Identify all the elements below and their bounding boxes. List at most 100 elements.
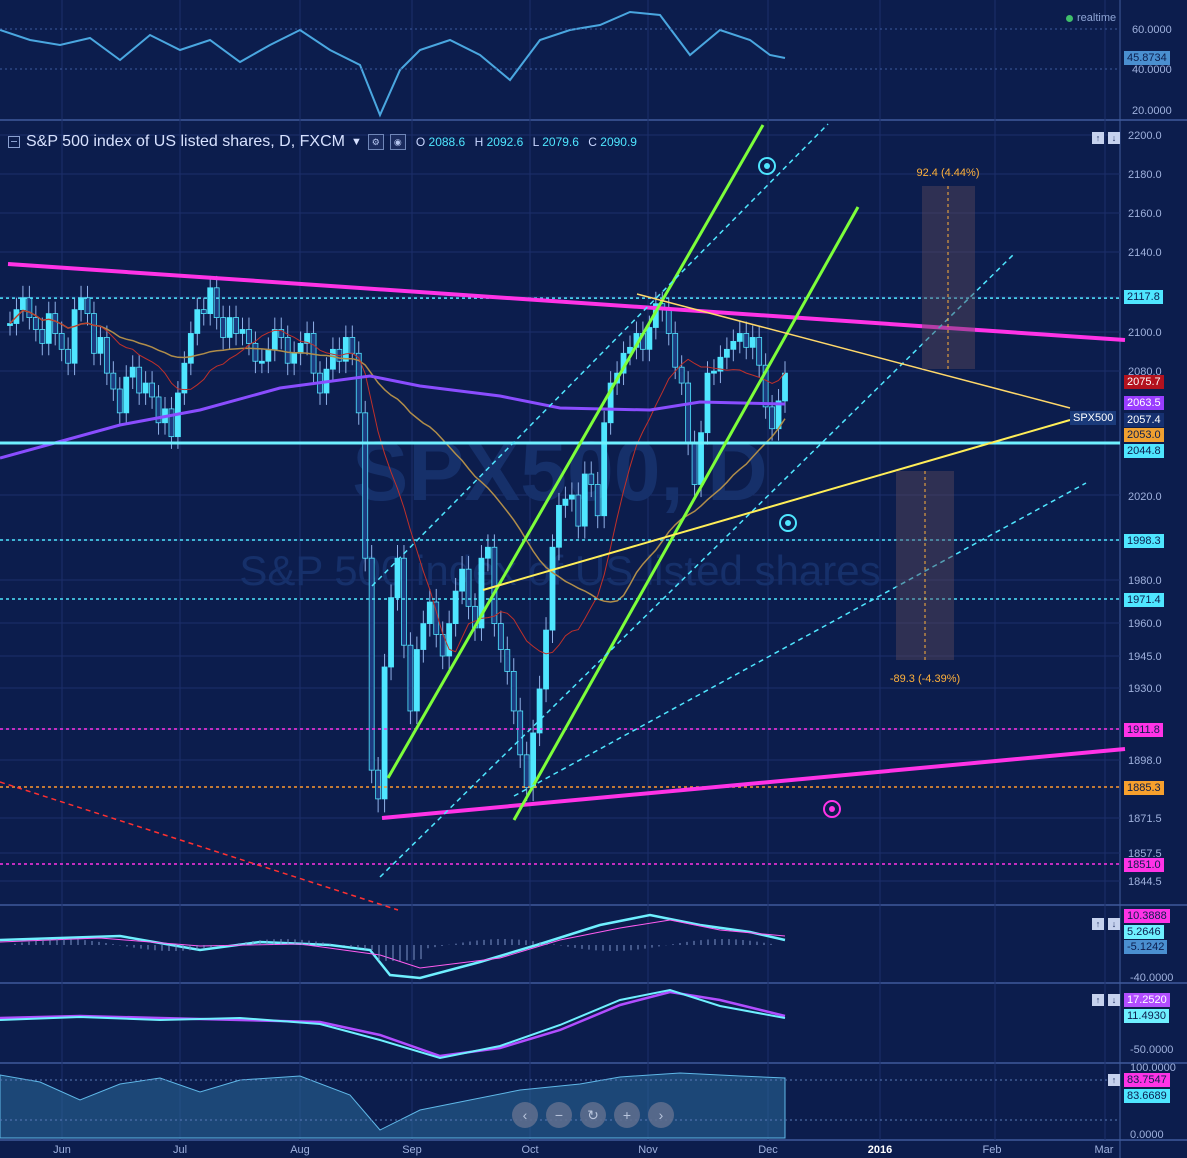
candle-body <box>465 568 472 607</box>
candle-body <box>543 629 549 690</box>
osc-fast-line <box>0 988 786 1060</box>
candle-body <box>213 287 220 318</box>
cyan-channel-low <box>513 482 1087 797</box>
cyan-channel-mid <box>379 253 1015 878</box>
candle-body <box>549 546 556 631</box>
measure-up-label: 92.4 (4.44%) <box>917 167 980 179</box>
candle-body <box>769 406 775 430</box>
candle-body <box>304 333 310 344</box>
candle-body <box>685 382 692 444</box>
candle-body <box>743 333 750 348</box>
price-tag-orange: 2053.0 <box>1124 428 1164 442</box>
price-tag-cyan: 1998.3 <box>1124 534 1164 548</box>
candle-body <box>446 623 453 657</box>
macd-value-tag: 10.3888 <box>1124 909 1170 923</box>
ohlc-readout: O 2088.6 H 2092.6 L 2079.6 C 2090.9 <box>415 135 637 149</box>
candle-body <box>665 309 672 334</box>
price-axis-label: 1871.5 <box>1128 813 1162 825</box>
move-down-icon[interactable]: ↓ <box>1108 994 1120 1006</box>
time-axis-label: Feb <box>983 1144 1002 1156</box>
candle-body <box>20 297 26 311</box>
candle-body <box>485 546 491 559</box>
price-tag-cyan: 2117.8 <box>1124 290 1163 304</box>
osc-value-tag: 11.4930 <box>1124 1009 1169 1023</box>
time-axis-label: Sep <box>402 1144 422 1156</box>
candle-body <box>291 352 298 364</box>
zoom-in-button[interactable]: + <box>614 1102 640 1128</box>
time-axis-label: Jun <box>53 1144 71 1156</box>
move-up-icon[interactable]: ↑ <box>1092 132 1104 144</box>
symbol-header: S&P 500 index of US listed shares, D, FX… <box>8 133 643 151</box>
time-axis-label: Dec <box>758 1144 778 1156</box>
candle-body <box>155 396 162 424</box>
price-tag-cyan: 2044.8 <box>1124 444 1164 458</box>
price-tag-purple: 2063.5 <box>1124 396 1164 410</box>
move-up-icon[interactable]: ↑ <box>1108 1074 1120 1086</box>
candle-body <box>258 360 265 364</box>
candle-body <box>271 329 278 350</box>
candle-body <box>459 568 465 592</box>
candle-body <box>413 649 420 712</box>
move-up-icon[interactable]: ↑ <box>1092 918 1104 930</box>
macd-value-tag: 5.2646 <box>1124 925 1164 939</box>
candle-body <box>426 601 433 625</box>
watermark-symbol: SPX500, D <box>352 424 768 518</box>
price-tag-red: 2075.7 <box>1124 375 1164 389</box>
zoom-out-button[interactable]: − <box>546 1102 572 1128</box>
scroll-right-button[interactable]: › <box>648 1102 674 1128</box>
signal-marker-dot <box>829 806 835 812</box>
candle-body <box>607 382 614 424</box>
candle-body <box>7 323 13 326</box>
candle-body <box>265 348 272 362</box>
realtime-label: realtime <box>1077 12 1117 24</box>
osc-axis-label: -50.0000 <box>1130 1044 1173 1056</box>
yellow-resistance-line <box>636 293 1071 409</box>
candle-body <box>142 382 149 394</box>
candle-body <box>168 408 175 438</box>
signal-marker-dot <box>764 163 770 169</box>
collapse-pane-icon[interactable] <box>8 136 20 148</box>
price-axis-label: 1930.0 <box>1128 683 1162 695</box>
candle-body <box>517 710 524 756</box>
symbol-title[interactable]: S&P 500 index of US listed shares, D, FX… <box>26 133 345 150</box>
price-axis-label: 2180.0 <box>1128 169 1162 181</box>
price-axis-label: 1844.5 <box>1128 876 1162 888</box>
time-axis-label: Jul <box>173 1144 187 1156</box>
time-axis-label: Aug <box>290 1144 310 1156</box>
move-down-icon[interactable]: ↓ <box>1108 918 1120 930</box>
time-axis-label: Oct <box>521 1144 538 1156</box>
visibility-icon[interactable]: ◉ <box>389 134 406 150</box>
candle-body <box>116 388 123 414</box>
candle-body <box>71 309 78 364</box>
macd-pane-controls: ↑ ↓ <box>1092 918 1120 930</box>
candle-body <box>782 372 788 402</box>
green-channel-lower <box>512 206 860 821</box>
stoch-value-tag: 83.6689 <box>1124 1089 1170 1103</box>
macd-axis-label: -40.0000 <box>1130 972 1173 984</box>
candle-body <box>297 342 304 354</box>
move-down-icon[interactable]: ↓ <box>1108 132 1120 144</box>
candle-body <box>252 342 259 362</box>
candle-body <box>433 601 440 635</box>
candle-body <box>478 557 485 629</box>
candle-body <box>103 337 110 374</box>
candle-body <box>233 317 239 334</box>
price-tag-navy: 2057.4 <box>1124 413 1164 427</box>
price-axis-label: 2200.0 <box>1128 130 1162 142</box>
move-up-icon[interactable]: ↑ <box>1092 994 1104 1006</box>
stoch-value-tag: 83.7547 <box>1124 1073 1170 1087</box>
candles <box>7 275 788 813</box>
candle-body <box>136 366 143 394</box>
candle-body <box>497 623 504 650</box>
candle-body <box>375 769 382 800</box>
macd-signal-line <box>0 919 786 969</box>
settings-icon[interactable]: ⚙ <box>367 134 384 150</box>
time-axis-label: Nov <box>638 1144 658 1156</box>
scroll-left-button[interactable]: ‹ <box>512 1102 538 1128</box>
signal-marker-dot <box>785 520 791 526</box>
reset-zoom-button[interactable]: ↻ <box>580 1102 606 1128</box>
chevron-down-icon[interactable]: ▼ <box>350 136 362 148</box>
candle-body <box>568 494 575 500</box>
